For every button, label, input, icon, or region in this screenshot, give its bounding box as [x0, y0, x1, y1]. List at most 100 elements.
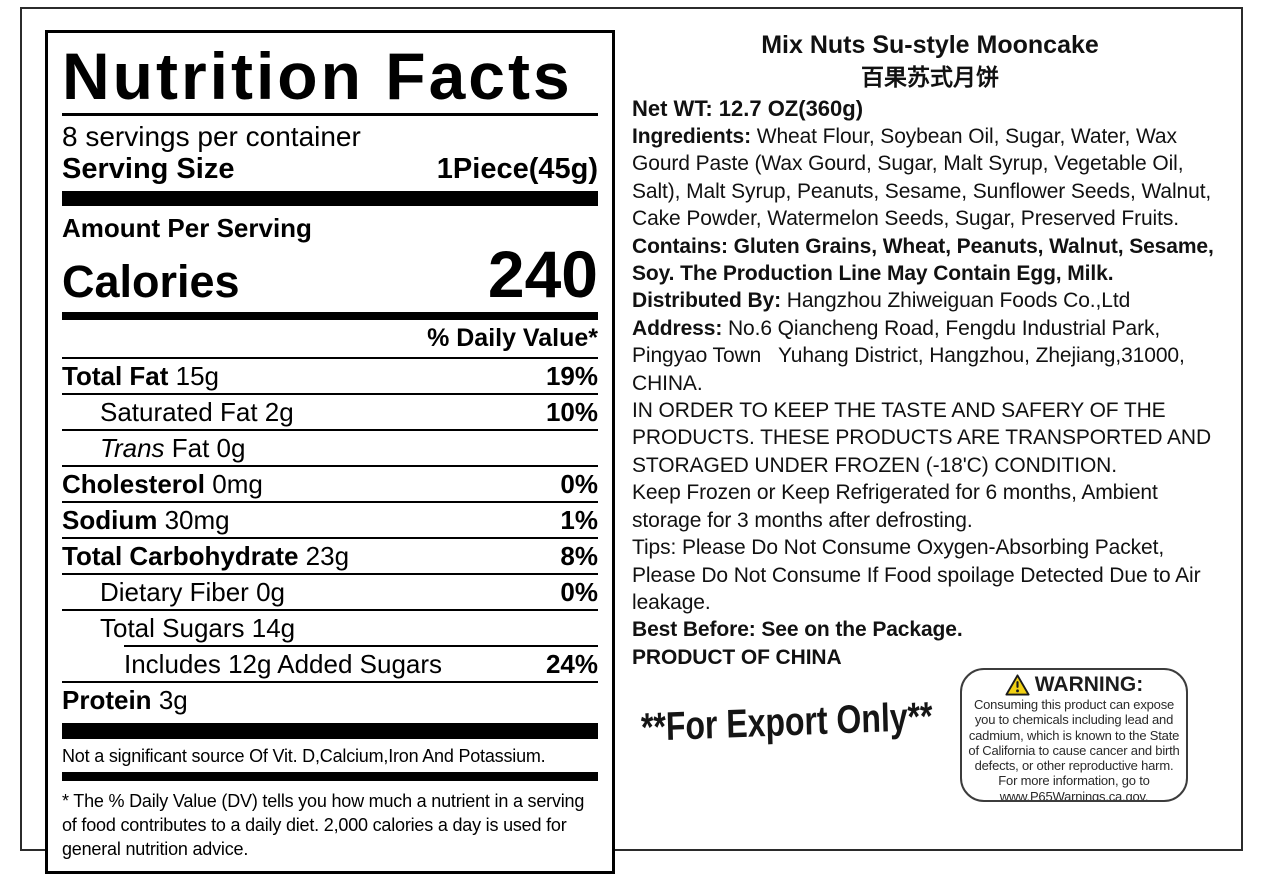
product-text-line: Cake Powder, Watermelon Seeds, Sugar, Pr… — [632, 205, 1228, 232]
thick-divider — [62, 191, 598, 206]
product-text-regular: CHINA. — [632, 371, 703, 395]
nutrient-row: Total Carbohydrate 23g 8% — [62, 537, 598, 573]
warning-text-line: Consuming this product can expose — [973, 697, 1175, 712]
daily-value-header: % Daily Value* — [427, 324, 598, 352]
product-text-line: Pingyao Town Yuhang District, Hangzhou, … — [632, 342, 1228, 369]
nutrient-text: Protein 3g — [62, 686, 188, 714]
product-text-bold: Soy. The Production Line May Contain Egg… — [632, 262, 1114, 286]
nutrient-name: Sodium — [62, 505, 158, 535]
medium-divider — [62, 312, 598, 320]
servings-per-container: 8 servings per container — [62, 121, 361, 152]
product-text-regular: Pingyao Town Yuhang District, Hangzhou, … — [632, 344, 1185, 368]
product-text-line: Salt), Malt Syrup, Peanuts, Sesame, Sunf… — [632, 178, 1228, 205]
nutrient-name: Dietary Fiber — [100, 577, 249, 607]
product-text-line: CHINA. — [632, 370, 1228, 397]
warning-box: WARNING: Consuming this product can expo… — [960, 668, 1188, 802]
nutrient-dv: 0% — [560, 577, 598, 607]
amount-per-serving: Amount Per Serving — [62, 213, 312, 243]
nutrient-text: Total Fat 15g — [62, 362, 219, 390]
product-text-regular: Salt), Malt Syrup, Peanuts, Sesame, Sunf… — [632, 179, 1212, 203]
product-text-bold: Address: — [632, 316, 723, 340]
product-text-line: Please Do Not Consume If Food spoilage D… — [632, 562, 1228, 589]
nutrient-amount: 15g — [175, 361, 220, 391]
product-text-regular: Please Do Not Consume If Food spoilage D… — [632, 563, 1201, 587]
warning-text-line: For more information, go to — [998, 773, 1150, 789]
warning-text-line: cadmium, which is known to the State — [968, 727, 1180, 743]
product-text-regular: IN ORDER TO KEEP THE TASTE AND SAFERY OF… — [632, 399, 1166, 423]
not-significant-note: Not a significant source Of Vit. D,Calci… — [62, 746, 546, 766]
product-text-bold: Best Before: See on the Package. — [632, 618, 963, 642]
product-text-regular: Hangzhou Zhiweiguan Foods Co.,Ltd — [781, 289, 1131, 313]
nutrient-row: Trans Fat 0g — [62, 429, 598, 465]
nutrient-text: Dietary Fiber 0g — [100, 578, 285, 606]
nutrient-dv: 8% — [560, 541, 598, 571]
warning-text-line: you to chemicals including lead and — [974, 712, 1174, 728]
nutrient-name: Total Carbohydrate — [62, 541, 299, 571]
product-title-chinese: 百果苏式月饼 — [861, 64, 999, 90]
serving-size-label: Serving Size — [62, 153, 235, 185]
product-text-regular: storage for 3 months after defrosting. — [632, 508, 973, 532]
nutrient-amount: Fat 0g — [171, 433, 246, 463]
nutrient-row: Saturated Fat 2g 10% — [62, 393, 598, 429]
nutrient-amount: 23g — [305, 541, 350, 571]
product-text-bold: Distributed By: — [632, 289, 782, 313]
nutrient-dv: 24% — [545, 649, 598, 679]
product-text-line: Keep Frozen or Keep Refrigerated for 6 m… — [632, 479, 1228, 506]
product-text-line: Distributed By: Hangzhou Zhiweiguan Food… — [632, 287, 1228, 314]
daily-value-footnote: * The % Daily Value (DV) tells you how m… — [62, 791, 585, 859]
warning-header: WARNING: — [966, 672, 1182, 697]
serving-size-row: Serving Size 1Piece(45g) — [62, 153, 598, 186]
nutrient-text: Total Sugars 14g — [100, 614, 295, 642]
calories-row: Calories 240 — [62, 237, 598, 311]
nutrient-dv: 1% — [560, 505, 598, 535]
nutrient-amount: 2g — [264, 397, 294, 427]
product-text-bold: PRODUCT OF CHINA — [632, 645, 842, 669]
nutrient-text: Cholesterol 0mg — [62, 470, 263, 498]
product-text-line: IN ORDER TO KEEP THE TASTE AND SAFERY OF… — [632, 397, 1228, 424]
nutrient-name: Saturated Fat — [100, 397, 258, 427]
product-text-line: Ingredients: Wheat Flour, Soybean Oil, S… — [632, 123, 1228, 150]
nutrient-row: Includes 12g Added Sugars 24% — [124, 645, 598, 681]
product-text-regular: leakage. — [632, 590, 711, 614]
nutrient-text: Trans Fat 0g — [100, 434, 245, 462]
nutrient-dv: 0% — [560, 469, 598, 499]
warning-title: WARNING: — [1034, 673, 1144, 696]
warning-text-lines: Consuming this product can expose you to… — [966, 697, 1182, 802]
nutrient-name: Protein — [62, 685, 152, 715]
nutrition-title: Nutrition Facts — [62, 43, 598, 116]
product-text-line: Contains: Gluten Grains, Wheat, Peanuts,… — [632, 233, 1228, 260]
nutrient-name: Cholesterol — [62, 469, 206, 499]
product-text-regular: Wheat Flour, Soybean Oil, Sugar, Water, … — [750, 125, 1177, 148]
product-text-regular: PRODUCTS. THESE PRODUCTS ARE TRANSPORTED… — [632, 426, 1212, 450]
nutrient-row: Protein 3g — [62, 681, 598, 717]
product-text-bold: Contains: Gluten Grains, Wheat, Peanuts,… — [632, 234, 1214, 258]
product-text-regular: Cake Powder, Watermelon Seeds, Sugar, Pr… — [632, 207, 1179, 231]
product-text-line: storage for 3 months after defrosting. — [632, 507, 1228, 534]
product-text-line: Best Before: See on the Package. — [632, 616, 1228, 643]
nutrient-amount: 0g — [256, 577, 285, 607]
warning-text-line: of California to cause cancer and birth — [968, 742, 1180, 758]
product-text-regular: Gourd Paste (Wax Gourd, Sugar, Malt Syru… — [632, 152, 1184, 176]
product-text-regular: Keep Frozen or Keep Refrigerated for 6 m… — [632, 481, 1158, 505]
nutrient-name: Includes 12g Added Sugars — [124, 649, 443, 679]
product-text-bold: Ingredients: — [632, 125, 751, 148]
small-divider — [62, 772, 598, 781]
nutrient-text: Sodium 30mg — [62, 506, 230, 534]
product-text-regular: STORAGED UNDER FROZEN (-18'C) CONDITION. — [632, 453, 1117, 477]
nutrient-amount: 30mg — [164, 505, 230, 535]
warning-text-line: www.P65Warnings.ca.gov. — [999, 788, 1149, 802]
nutrition-facts-panel: Nutrition Facts 8 servings per container… — [45, 30, 615, 874]
nutrient-name: Total Fat — [62, 361, 169, 391]
product-text-line: Tips: Please Do Not Consume Oxygen-Absor… — [632, 534, 1228, 561]
nutrient-text: Total Carbohydrate 23g — [62, 542, 349, 570]
nutrient-name: Trans — [100, 433, 165, 463]
nutrient-amount: 0mg — [212, 469, 263, 499]
product-text-line: PRODUCT OF CHINA — [632, 644, 1228, 671]
nutrient-dv: 10% — [545, 397, 598, 427]
nutrient-row: Total Fat 15g 19% — [62, 357, 598, 393]
product-text-line: Soy. The Production Line May Contain Egg… — [632, 260, 1228, 287]
product-text-line: PRODUCTS. THESE PRODUCTS ARE TRANSPORTED… — [632, 424, 1228, 451]
product-text-line: leakage. — [632, 589, 1228, 616]
calories-value: 240 — [487, 237, 598, 311]
product-text-line: Gourd Paste (Wax Gourd, Sugar, Malt Syru… — [632, 150, 1228, 177]
